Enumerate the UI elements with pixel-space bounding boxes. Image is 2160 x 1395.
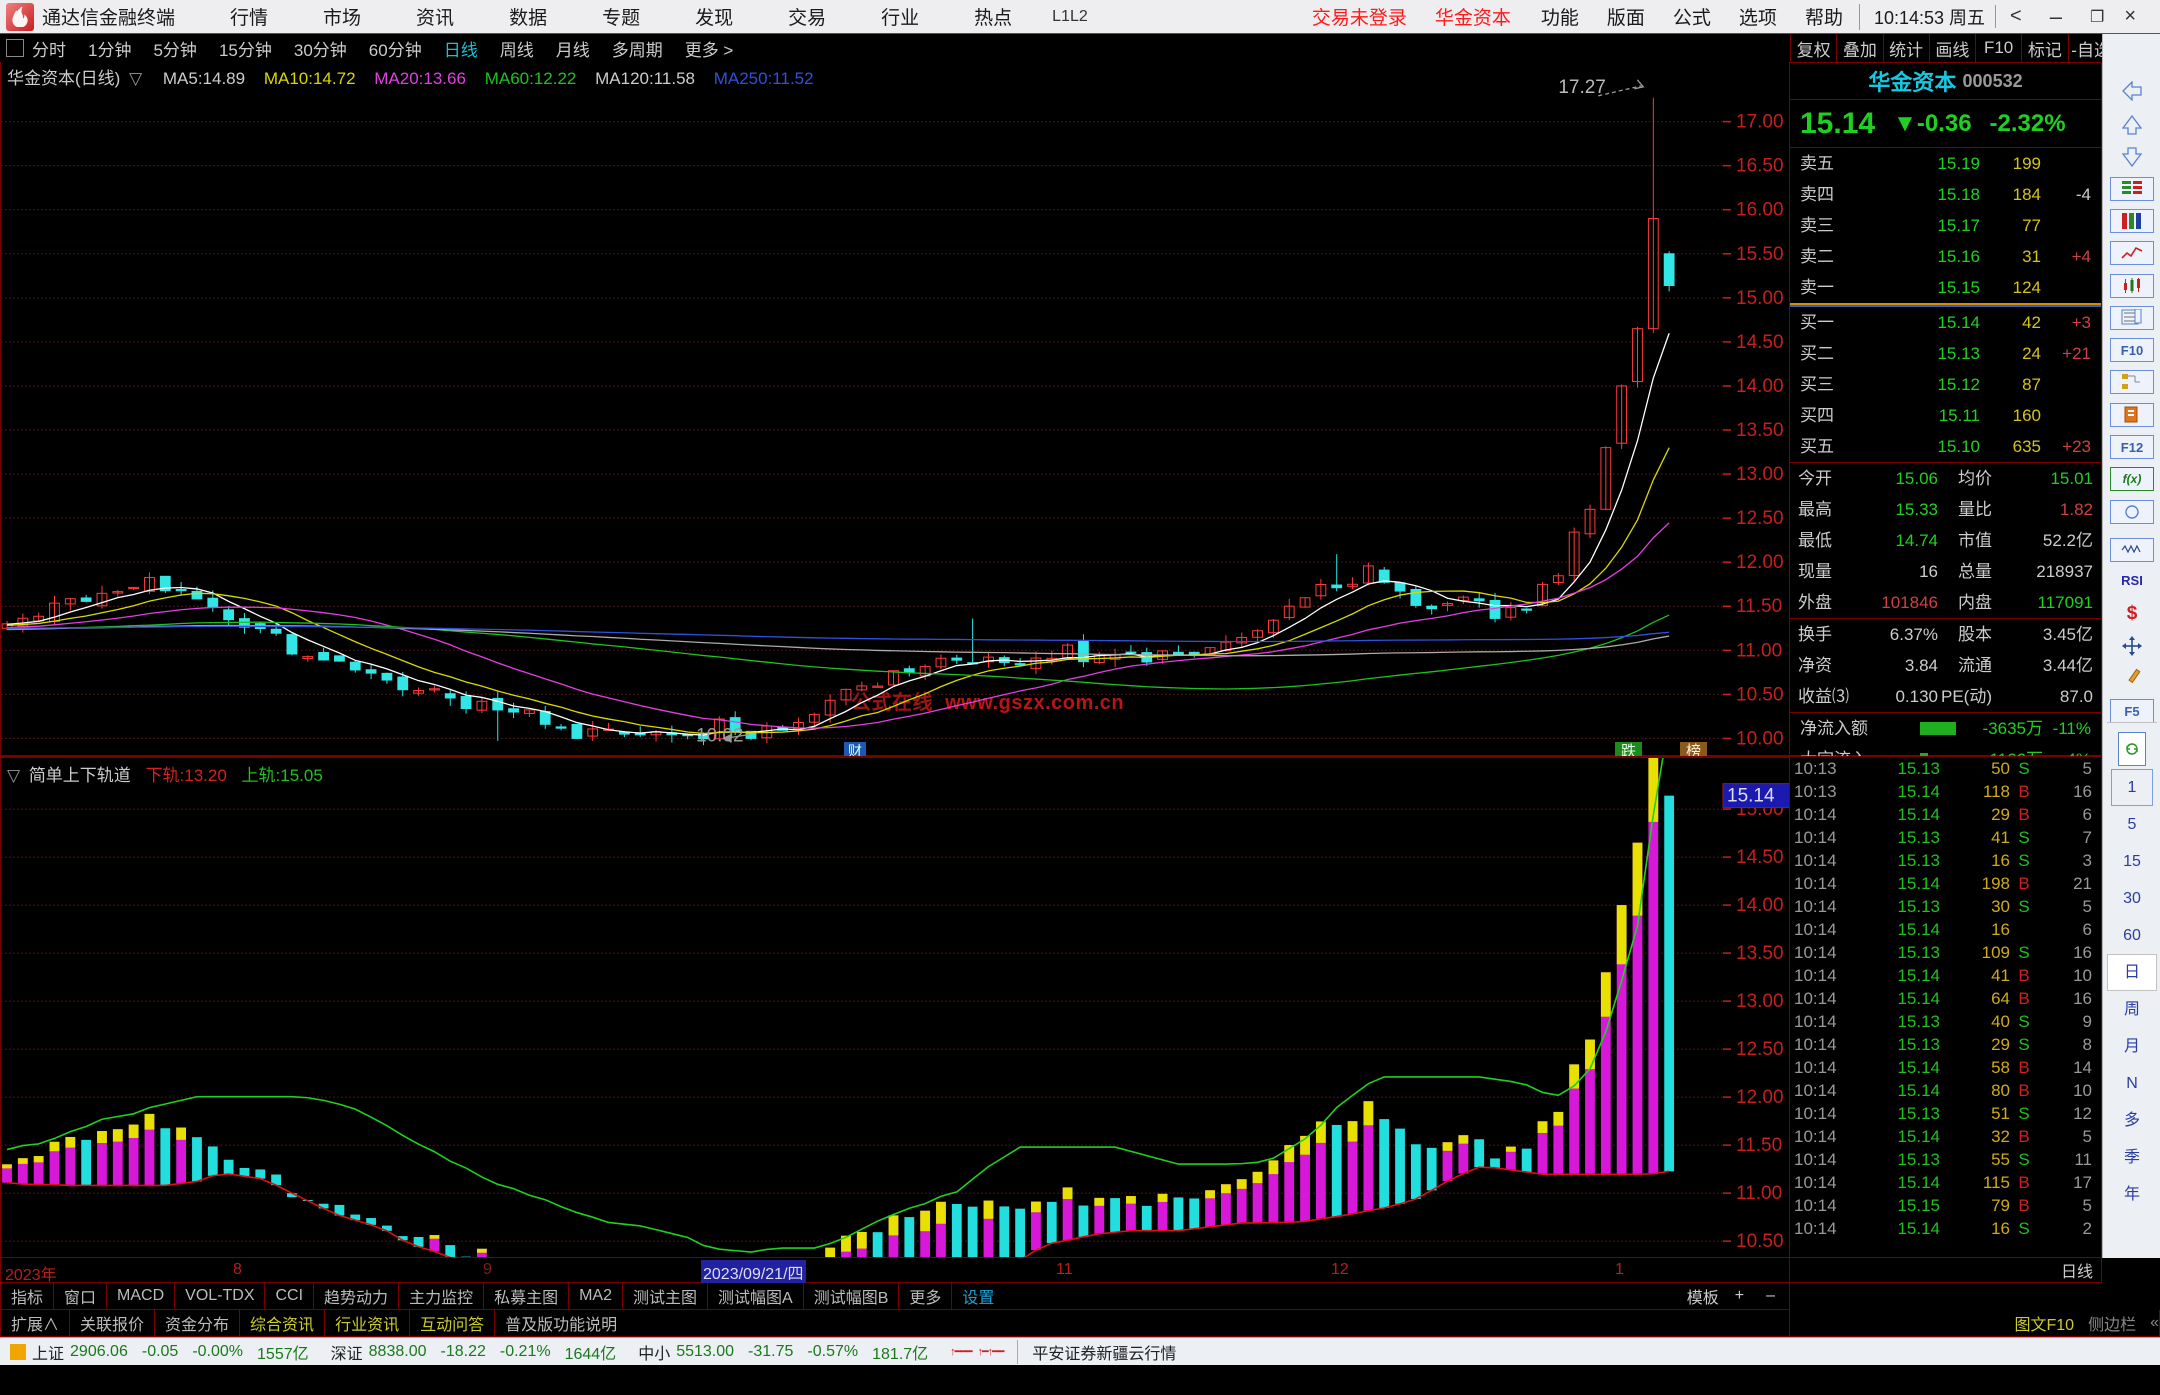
svg-text:16.00: 16.00 bbox=[1736, 200, 1784, 221]
svg-text:10.50: 10.50 bbox=[1736, 684, 1784, 705]
svg-text:12.00: 12.00 bbox=[1736, 1087, 1784, 1108]
svg-text:12.50: 12.50 bbox=[1736, 508, 1784, 529]
svg-text:16.50: 16.50 bbox=[1736, 156, 1784, 177]
svg-text:17.00: 17.00 bbox=[1736, 112, 1784, 133]
svg-text:14.50: 14.50 bbox=[1736, 332, 1784, 353]
svg-text:13.50: 13.50 bbox=[1736, 943, 1784, 964]
svg-text:12.50: 12.50 bbox=[1736, 1039, 1784, 1060]
svg-text:17.27: 17.27 bbox=[1558, 77, 1606, 98]
svg-text:15.14: 15.14 bbox=[1727, 786, 1775, 807]
svg-text:11.00: 11.00 bbox=[1736, 640, 1782, 661]
svg-text:10.50: 10.50 bbox=[1736, 1231, 1784, 1252]
svg-text:14.00: 14.00 bbox=[1736, 895, 1784, 916]
svg-text:13.00: 13.00 bbox=[1736, 991, 1784, 1012]
svg-text:10.00: 10.00 bbox=[1736, 728, 1784, 749]
svg-text:13.00: 13.00 bbox=[1736, 464, 1784, 485]
svg-text:15.50: 15.50 bbox=[1736, 244, 1784, 265]
svg-text:13.50: 13.50 bbox=[1736, 420, 1784, 441]
svg-text:15.00: 15.00 bbox=[1736, 288, 1784, 309]
svg-text:11.50: 11.50 bbox=[1736, 1135, 1782, 1156]
svg-text:12.00: 12.00 bbox=[1736, 552, 1784, 573]
svg-text:14.00: 14.00 bbox=[1736, 376, 1784, 397]
svg-text:14.50: 14.50 bbox=[1736, 847, 1784, 868]
svg-text:11.50: 11.50 bbox=[1736, 596, 1782, 617]
svg-text:11.00: 11.00 bbox=[1736, 1183, 1782, 1204]
